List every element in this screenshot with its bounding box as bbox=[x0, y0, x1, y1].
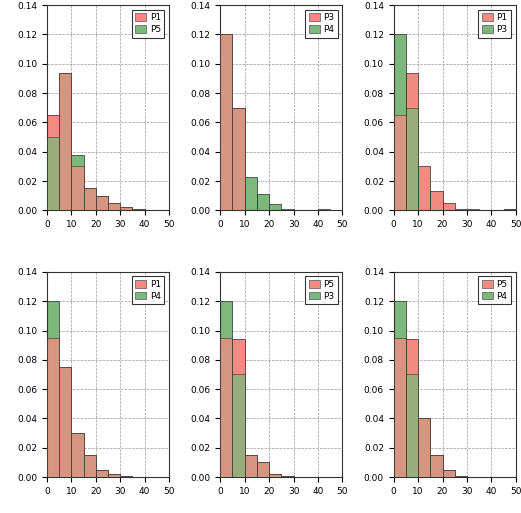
Bar bbox=[406, 339, 418, 477]
Bar bbox=[406, 108, 418, 210]
Bar bbox=[430, 191, 442, 210]
Bar bbox=[71, 154, 83, 210]
Bar bbox=[442, 470, 455, 477]
Bar bbox=[59, 72, 71, 210]
Bar bbox=[467, 209, 479, 210]
Bar bbox=[269, 474, 281, 477]
Bar bbox=[281, 209, 293, 210]
Bar bbox=[232, 108, 245, 210]
Bar bbox=[96, 195, 108, 210]
Bar bbox=[394, 34, 406, 210]
Bar bbox=[220, 34, 232, 210]
Bar bbox=[71, 433, 83, 477]
Bar bbox=[455, 476, 467, 477]
Bar bbox=[257, 462, 269, 477]
Bar bbox=[394, 115, 406, 210]
Bar bbox=[108, 203, 120, 210]
Bar bbox=[47, 137, 59, 210]
Bar bbox=[406, 72, 418, 210]
Bar bbox=[418, 419, 430, 477]
Bar bbox=[59, 72, 71, 210]
Bar bbox=[96, 195, 108, 210]
Bar bbox=[281, 476, 293, 477]
Bar bbox=[108, 474, 120, 477]
Bar bbox=[245, 176, 257, 210]
Bar bbox=[281, 476, 293, 477]
Bar bbox=[120, 207, 132, 210]
Bar bbox=[59, 367, 71, 477]
Legend: P5, P3: P5, P3 bbox=[305, 277, 338, 304]
Bar bbox=[47, 115, 59, 210]
Bar bbox=[108, 203, 120, 210]
Bar bbox=[245, 455, 257, 477]
Bar bbox=[430, 455, 442, 477]
Bar bbox=[269, 205, 281, 210]
Bar bbox=[132, 209, 144, 210]
Bar bbox=[120, 476, 132, 477]
Bar bbox=[120, 207, 132, 210]
Bar bbox=[47, 338, 59, 477]
Bar bbox=[442, 203, 455, 210]
Bar bbox=[394, 301, 406, 477]
Bar bbox=[47, 301, 59, 477]
Legend: P3, P4: P3, P4 bbox=[305, 10, 338, 37]
Bar bbox=[220, 301, 232, 477]
Bar bbox=[120, 476, 132, 477]
Legend: P1, P5: P1, P5 bbox=[132, 10, 165, 37]
Bar bbox=[257, 462, 269, 477]
Bar bbox=[394, 338, 406, 477]
Bar bbox=[504, 209, 516, 210]
Bar bbox=[83, 455, 96, 477]
Bar bbox=[418, 419, 430, 477]
Bar bbox=[83, 455, 96, 477]
Bar bbox=[83, 188, 96, 210]
Bar bbox=[96, 470, 108, 477]
Bar bbox=[220, 34, 232, 210]
Bar bbox=[430, 455, 442, 477]
Bar bbox=[59, 367, 71, 477]
Bar bbox=[245, 455, 257, 477]
Legend: P1, P3: P1, P3 bbox=[478, 10, 511, 37]
Bar bbox=[318, 209, 330, 210]
Bar bbox=[108, 474, 120, 477]
Bar bbox=[455, 209, 467, 210]
Bar bbox=[418, 166, 430, 210]
Bar bbox=[71, 433, 83, 477]
Bar bbox=[232, 108, 245, 210]
Bar bbox=[455, 476, 467, 477]
Bar bbox=[257, 194, 269, 210]
Bar bbox=[96, 470, 108, 477]
Legend: P1, P4: P1, P4 bbox=[132, 277, 165, 304]
Bar bbox=[220, 338, 232, 477]
Bar bbox=[269, 474, 281, 477]
Bar bbox=[232, 339, 245, 477]
Bar bbox=[442, 470, 455, 477]
Bar bbox=[232, 374, 245, 477]
Bar bbox=[83, 188, 96, 210]
Bar bbox=[132, 209, 144, 210]
Bar bbox=[504, 209, 516, 210]
Bar bbox=[71, 166, 83, 210]
Bar bbox=[406, 374, 418, 477]
Legend: P5, P4: P5, P4 bbox=[478, 277, 511, 304]
